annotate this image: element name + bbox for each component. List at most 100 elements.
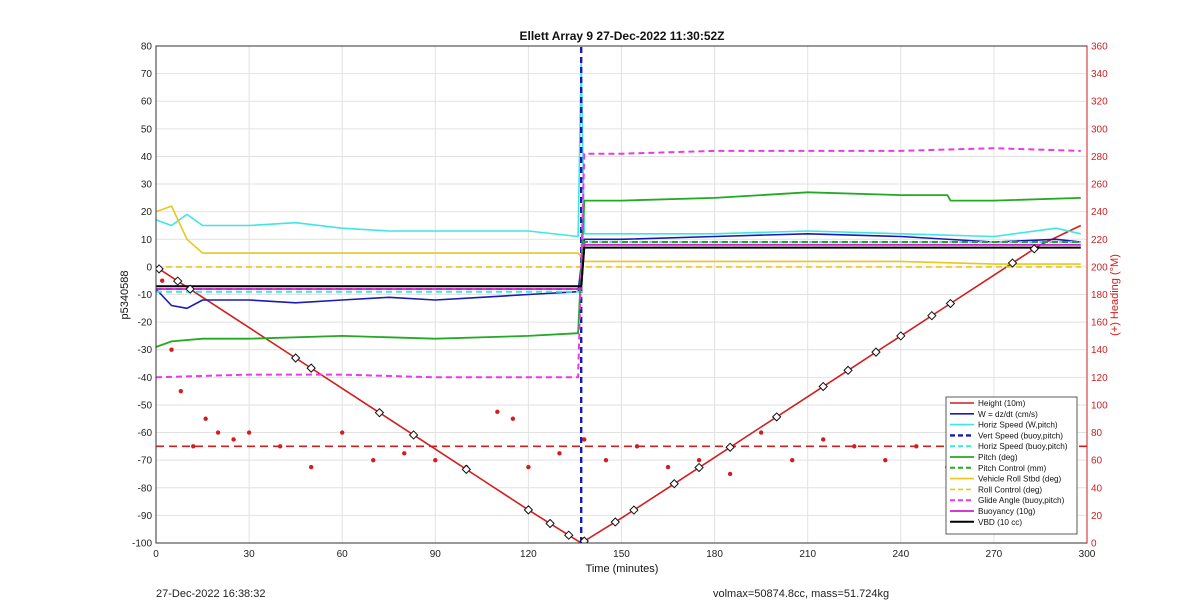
y-tick-label-left: -50 (138, 400, 153, 411)
legend-entry: Glide Angle (buoy,pitch) (978, 496, 1065, 505)
y-tick-label-right: 100 (1091, 400, 1108, 411)
y-tick-label-left: -90 (138, 511, 153, 522)
heading-point (402, 451, 407, 456)
y-tick-label-right: 240 (1091, 207, 1108, 218)
dive-marker (185, 284, 195, 294)
y-tick-label-right: 300 (1091, 124, 1108, 135)
y-tick-label-left: -80 (138, 483, 153, 494)
y-tick-label-right: 340 (1091, 69, 1108, 80)
y-tick-label-right: 320 (1091, 97, 1108, 108)
heading-point (883, 457, 888, 463)
dive-marker (1007, 258, 1018, 268)
heading-point (510, 416, 516, 421)
dive-marker (290, 353, 301, 363)
legend-entry: Horiz Speed (buoy,pitch) (978, 442, 1068, 451)
y-tick-label-right: 80 (1091, 428, 1103, 439)
dive-marker (843, 365, 853, 376)
y-tick-label-right: 140 (1091, 345, 1108, 356)
heading-point (308, 464, 314, 470)
dive-marker (564, 530, 574, 540)
dive-marker (725, 442, 735, 452)
y-tick-label-left: 40 (141, 152, 153, 163)
y-tick-label-left: 50 (141, 124, 153, 135)
y-tick-label-right: 0 (1091, 539, 1097, 550)
dive-marker (945, 298, 956, 309)
series-line (156, 246, 1081, 288)
heading-point (215, 430, 221, 435)
x-tick-label: 240 (892, 549, 909, 560)
y-tick-label-right: 60 (1091, 456, 1103, 467)
x-tick-label: 180 (706, 549, 723, 560)
heading-point (852, 444, 857, 449)
heading-point (371, 457, 376, 463)
series-line (156, 58, 1081, 238)
heading-point (914, 444, 919, 449)
y-tick-label-right: 220 (1091, 235, 1108, 246)
heading-point (526, 464, 531, 470)
heading-point (191, 444, 196, 449)
dive-marker (374, 407, 385, 418)
heading-point (277, 444, 283, 449)
plot-series (156, 46, 1087, 543)
x-tick-label: 0 (153, 549, 159, 560)
y-tick-label-left: -100 (132, 539, 152, 550)
heading-point (231, 437, 236, 442)
footer-timestamp: 27-Dec-2022 16:38:32 (156, 588, 266, 600)
heading-point (433, 457, 438, 463)
x-tick-label: 90 (430, 549, 442, 560)
y-tick-label-left: -60 (138, 428, 153, 439)
heading-point (727, 471, 733, 477)
dive-marker (896, 331, 906, 341)
y-tick-label-right: 280 (1091, 152, 1108, 163)
x-tick-label: 300 (1079, 549, 1096, 560)
heading-point (246, 430, 252, 435)
y-tick-label-left: 70 (141, 69, 153, 80)
y-tick-label-left: 30 (141, 180, 153, 191)
x-tick-label: 30 (244, 549, 256, 560)
legend-entry: Horiz Speed (W,pitch) (978, 421, 1058, 430)
legend: Height (10m) W = dz/dt (cm/s) Horiz Speed … (945, 396, 1078, 535)
y-tick-label-left: 80 (141, 42, 153, 53)
legend-entry: Vert Speed (buoy,pitch) (978, 431, 1063, 440)
dive-marker (871, 347, 881, 357)
heading-point (603, 457, 609, 463)
y-tick-label-right: 20 (1091, 511, 1103, 522)
dive-marker (156, 264, 164, 274)
heading-point (821, 437, 826, 442)
heading-point (789, 457, 795, 463)
y-tick-label-left: -20 (138, 318, 153, 329)
x-axis-label: Time (minutes) (586, 563, 659, 575)
dive-marker (1029, 244, 1039, 254)
x-tick-label: 270 (986, 549, 1003, 560)
footer-mass-info: volmax=50874.8cc, mass=51.724kg (713, 588, 890, 600)
dive-marker (818, 381, 828, 392)
dive-marker (669, 479, 679, 489)
legend-entry: Roll Control (deg) (978, 485, 1042, 494)
dive-marker (408, 430, 419, 440)
y-tick-label-left: -10 (138, 290, 153, 301)
legend-entry: Vehicle Roll Stbd (deg) (978, 475, 1062, 484)
legend-entry: Height (10m) (978, 399, 1026, 408)
heading-point (203, 416, 208, 421)
x-tick-label: 150 (613, 549, 630, 560)
heading-point (634, 444, 640, 449)
y-tick-label-right: 200 (1091, 262, 1108, 273)
dive-marker (694, 462, 704, 473)
y-tick-label-right: 260 (1091, 180, 1108, 191)
x-tick-label: 210 (799, 549, 816, 560)
y-tick-label-right: 360 (1091, 42, 1108, 53)
y-tick-label-left: -40 (138, 373, 153, 384)
series-group (156, 46, 1087, 543)
heading-point (582, 437, 587, 442)
heading-point (696, 457, 702, 463)
y-tick-label-right: 40 (1091, 483, 1103, 494)
dive-marker (173, 276, 183, 286)
series-line (156, 205, 1081, 265)
series-line (156, 147, 1081, 379)
heading-point (495, 409, 500, 415)
heading-point (665, 464, 671, 470)
heading-point (758, 430, 764, 435)
heading-point (557, 451, 562, 456)
y-axis-label-left: p5340588 (119, 271, 131, 320)
